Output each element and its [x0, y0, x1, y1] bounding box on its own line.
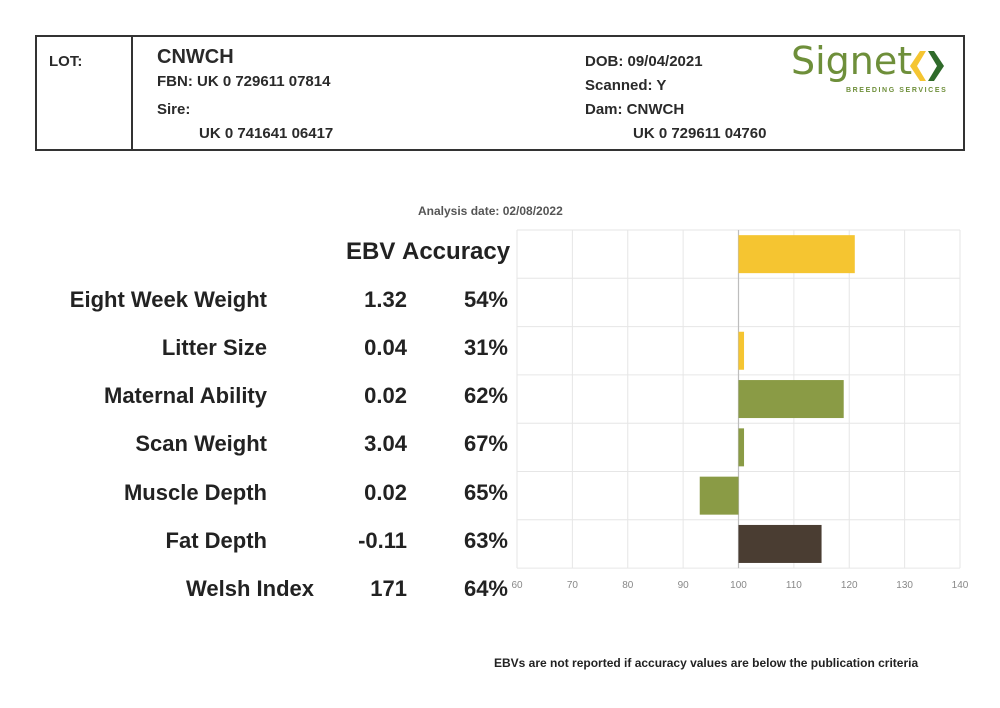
ebv-column-header: EBV — [346, 238, 396, 265]
bar-maternal-ability — [738, 331, 745, 370]
sire-label: Sire: — [157, 101, 191, 118]
ebv-bar-chart: 60 70 80 90 100 110 120 130 140 — [511, 229, 969, 591]
x-tick-label: 110 — [786, 580, 802, 591]
x-tick-label: 80 — [622, 580, 634, 591]
animal-header-box: LOT: CNWCH FBN: UK 0 729611 07814 Sire: … — [35, 35, 965, 151]
x-tick-label: 130 — [896, 580, 913, 591]
fbn-number: FBN: UK 0 729611 07814 — [157, 73, 331, 90]
trait-name: Maternal Ability — [104, 383, 267, 408]
trait-name: Muscle Depth — [123, 480, 267, 505]
trait-accuracy: 64% — [463, 576, 508, 601]
trait-name: Scan Weight — [135, 431, 267, 456]
logo-subtitle: BREEDING SERVICES — [846, 87, 948, 94]
trait-ebv: 0.02 — [364, 480, 407, 505]
sire-id: UK 0 741641 06417 — [199, 125, 334, 142]
trait-accuracy: 62% — [463, 383, 508, 408]
x-tick-label: 60 — [511, 580, 523, 591]
trait-accuracy: 31% — [463, 335, 508, 360]
dam-id: UK 0 729611 04760 — [633, 125, 767, 142]
analysis-date: Analysis date: 02/08/2022 — [418, 204, 563, 218]
dam-label: Dam: CNWCH — [585, 101, 685, 118]
trait-ebv: -0.11 — [358, 528, 407, 553]
signet-chevrons-icon — [910, 51, 944, 81]
trait-name: Eight Week Weight — [69, 287, 267, 312]
scanned-status: Scanned: Y — [585, 77, 667, 94]
x-tick-label: 100 — [730, 580, 747, 591]
trait-name: Welsh Index — [186, 576, 314, 601]
publication-footnote: EBVs are not reported if accuracy values… — [494, 656, 919, 670]
trait-ebv: 1.32 — [364, 287, 407, 312]
logo-wordmark: Signet — [791, 39, 913, 83]
trait-accuracy: 65% — [463, 480, 508, 505]
bar-eight-week-weight — [738, 235, 855, 274]
accuracy-column-header: Accuracy — [402, 238, 511, 265]
trait-accuracy: 63% — [463, 528, 508, 553]
signet-logo: Signet BREEDING SERVICES — [791, 39, 951, 103]
bar-fat-depth — [699, 476, 739, 515]
bar-scan-weight — [738, 380, 844, 419]
trait-ebv: 0.02 — [364, 383, 407, 408]
trait-name: Litter Size — [161, 335, 267, 360]
trait-ebv: 3.04 — [364, 431, 407, 456]
trait-name: Fat Depth — [165, 528, 267, 553]
trait-ebv: 0.04 — [364, 335, 407, 360]
lot-label: LOT: — [49, 53, 83, 70]
trait-accuracy: 67% — [463, 431, 508, 456]
x-tick-label: 120 — [841, 580, 858, 591]
date-of-birth: DOB: 09/04/2021 — [585, 53, 703, 70]
animal-name: CNWCH — [157, 46, 234, 68]
x-tick-label: 90 — [678, 580, 690, 591]
x-tick-label: 140 — [952, 580, 969, 591]
trait-accuracy: 54% — [463, 287, 508, 312]
bar-muscle-depth — [738, 428, 745, 467]
bar-welsh-index — [738, 524, 822, 563]
x-tick-label: 70 — [567, 580, 579, 591]
trait-ebv: 171 — [370, 576, 407, 601]
header-divider — [131, 37, 133, 149]
